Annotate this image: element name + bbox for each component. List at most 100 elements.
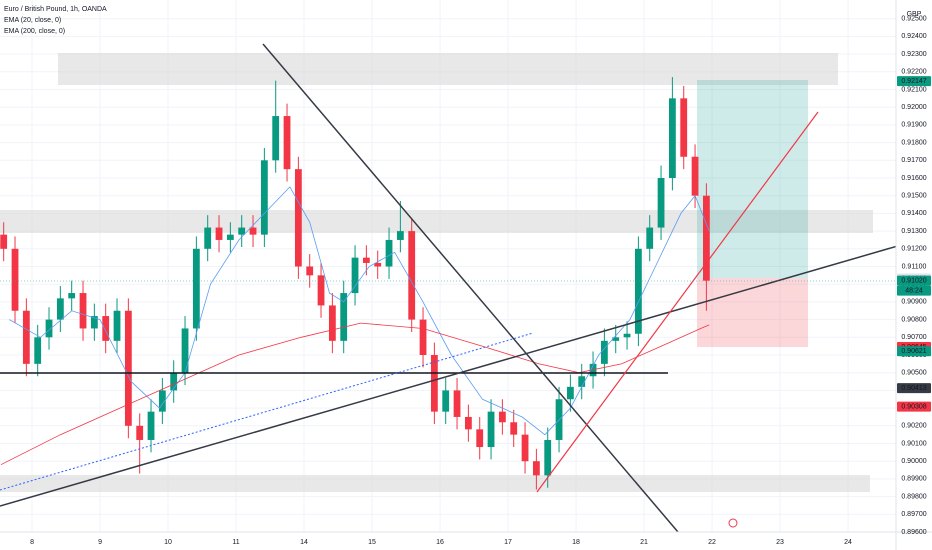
- red-trendline: [536, 111, 819, 493]
- y-tick-label: 0.92400: [901, 33, 926, 40]
- candle-body: [476, 429, 484, 448]
- y-tick-label: 0.90900: [901, 299, 926, 306]
- y-tick-label: 0.91700: [901, 157, 926, 164]
- axis-labels: 0.89600 0.89700 0.89800 0.89900 0.90000 0.901…: [30, 16, 931, 546]
- candle-body: [113, 310, 121, 341]
- legend-entry: EMA (200, close, 0): [4, 28, 65, 35]
- x-tick-label: 15: [368, 539, 376, 546]
- x-tick-label: 18: [572, 539, 580, 546]
- plot: [0, 77, 710, 490]
- candle-body: [192, 248, 200, 329]
- candle-body: [702, 195, 710, 281]
- y-tick-label: 0.92500: [901, 16, 926, 23]
- y-tick-label: 0.92300: [901, 51, 926, 58]
- candle-body: [351, 257, 359, 294]
- candle-body: [260, 160, 268, 235]
- x-tick-label: 14: [300, 539, 308, 546]
- candle-body: [79, 293, 87, 329]
- candle-body: [294, 169, 302, 267]
- candle-body: [544, 439, 552, 476]
- candle-body: [226, 234, 234, 240]
- y-tick-label: 0.90100: [901, 440, 926, 447]
- y-tick-label: 0.89900: [901, 476, 926, 483]
- currency-label: GBP: [907, 11, 922, 18]
- resistance-zone: [58, 53, 838, 85]
- candle-body: [34, 337, 42, 364]
- candle-body: [317, 275, 325, 306]
- price-label: 0.90413: [901, 385, 926, 392]
- price-label: 0.90621: [901, 348, 926, 355]
- stop-box: [697, 278, 808, 347]
- event-icon: [728, 518, 738, 528]
- target-box: [697, 80, 808, 278]
- y-tick-label: 0.89800: [901, 493, 926, 500]
- candle-body: [68, 293, 76, 299]
- candle-body: [419, 319, 427, 355]
- candle-body: [487, 411, 495, 448]
- candle-body: [362, 257, 370, 263]
- y-tick-label: 0.91300: [901, 228, 926, 235]
- candle-body: [147, 411, 155, 440]
- candle-body: [566, 386, 574, 400]
- candle-body: [11, 248, 19, 311]
- candle-body: [90, 316, 98, 329]
- legend-entry: EMA (20, close, 0): [4, 17, 61, 24]
- candle-body: [532, 461, 540, 476]
- candle-body: [340, 293, 348, 341]
- candle-body: [408, 231, 416, 320]
- candle-body: [272, 116, 280, 161]
- y-tick-label: 0.91500: [901, 193, 926, 200]
- y-tick-label: 0.90800: [901, 316, 926, 323]
- candle-body: [56, 298, 64, 320]
- candle-body: [328, 305, 336, 341]
- candle-body: [600, 340, 608, 364]
- price-label: 0.92147: [901, 78, 926, 85]
- y-tick-label: 0.90200: [901, 423, 926, 430]
- candle-body: [215, 227, 223, 240]
- price-label-box: [897, 76, 931, 87]
- x-tick-label: 16: [436, 539, 444, 546]
- candle-body: [204, 227, 212, 249]
- price-label-box: [897, 383, 931, 394]
- y-tick-label: 0.90700: [901, 334, 926, 341]
- x-tick-label: 22: [708, 539, 716, 546]
- chart-title: Euro / British Pound, 1h, OANDA: [4, 6, 107, 13]
- x-tick-label: 17: [504, 539, 512, 546]
- candle-body: [578, 376, 586, 387]
- candle-body: [680, 98, 688, 157]
- x-tick-label: 9: [98, 539, 102, 546]
- price-label: 0.91020: [901, 278, 926, 285]
- candle-body: [22, 310, 30, 364]
- candle-body: [136, 425, 144, 440]
- candle-body: [249, 227, 257, 235]
- y-tick-label: 0.91600: [901, 175, 926, 182]
- candle-body: [306, 266, 314, 276]
- candle-body: [691, 156, 699, 196]
- y-tick-label: 0.90000: [901, 458, 926, 465]
- candle-body: [124, 310, 132, 426]
- candle-body: [612, 337, 620, 341]
- price-label-box: [897, 285, 931, 296]
- y-tick-label: 0.89700: [901, 511, 926, 518]
- price-label-box: [897, 401, 931, 412]
- y-tick-label: 0.92200: [901, 69, 926, 76]
- y-tick-label: 0.92100: [901, 86, 926, 93]
- y-tick-label: 0.89600: [901, 529, 926, 536]
- x-tick-label: 23: [776, 539, 784, 546]
- y-tick-label: 0.91200: [901, 246, 926, 253]
- ema-line: [0, 322, 710, 466]
- price-label: 0.90308: [901, 404, 926, 411]
- dotted-trendline: [0, 332, 534, 491]
- candle-body: [170, 372, 178, 391]
- candle-body: [442, 390, 450, 412]
- candle-body: [657, 178, 665, 228]
- y-tick-label: 0.91400: [901, 210, 926, 217]
- time-axis: [0, 532, 896, 550]
- price-label: 48:24: [905, 288, 923, 295]
- candle-body: [668, 98, 676, 178]
- candle-body: [181, 328, 189, 373]
- candle-body: [385, 239, 393, 267]
- candle-body: [0, 234, 8, 249]
